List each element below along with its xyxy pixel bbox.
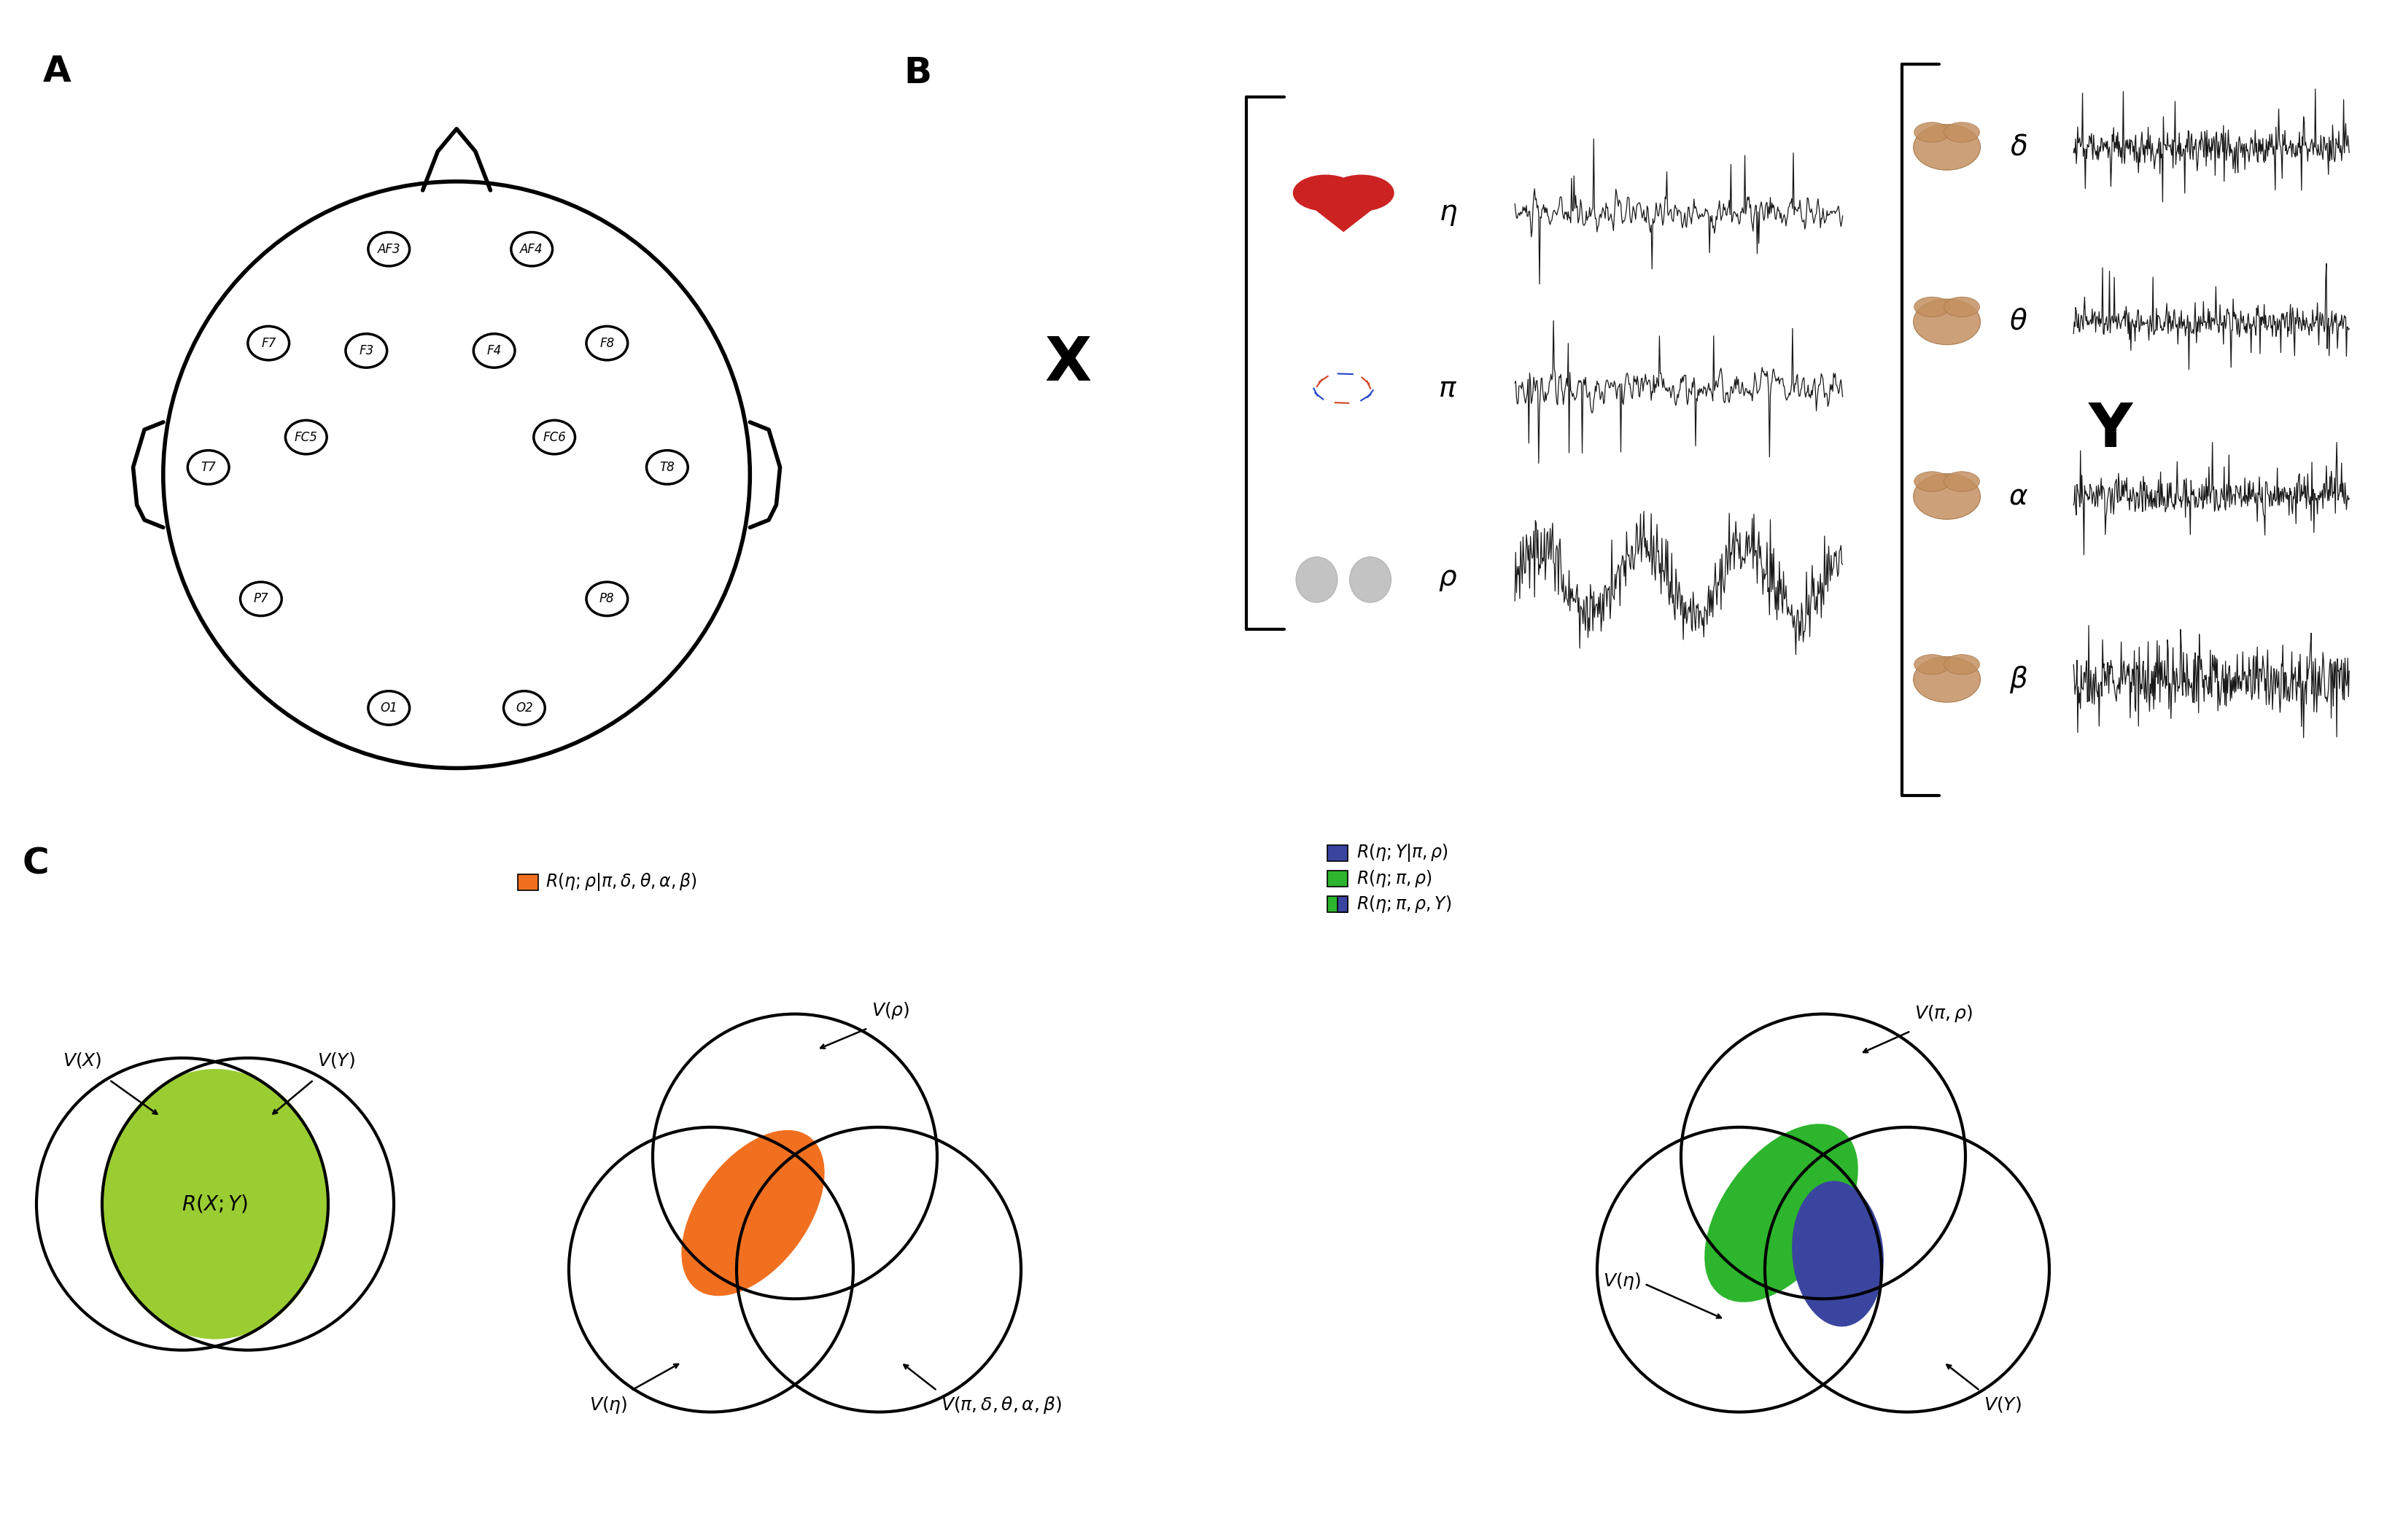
Text: C: C [22,845,48,881]
Text: $V(\eta)$: $V(\eta)$ [589,1395,627,1415]
Text: O1: O1 [380,701,396,715]
Text: $\rho$: $\rho$ [1439,567,1456,593]
Ellipse shape [586,326,627,360]
Text: $\beta$: $\beta$ [2009,664,2028,695]
Text: T7: T7 [202,460,216,474]
Text: $V(\pi,\rho)$: $V(\pi,\rho)$ [1915,1004,1973,1024]
Ellipse shape [1350,557,1391,602]
Text: FC5: FC5 [296,431,317,444]
Bar [517,875,538,890]
Bar [1326,896,1348,912]
Text: T8: T8 [661,460,675,474]
Bar [1338,896,1348,912]
Text: P8: P8 [598,593,615,605]
Ellipse shape [1913,656,1980,702]
Ellipse shape [240,582,281,616]
Ellipse shape [586,582,627,616]
Text: $R(\eta;Y|\pi,\rho)$: $R(\eta;Y|\pi,\rho)$ [1355,842,1449,864]
Bar [1326,845,1348,861]
Text: $\pi$: $\pi$ [1439,374,1456,402]
Text: F3: F3 [358,343,375,357]
Bar [1326,870,1348,887]
Text: AF4: AF4 [521,243,543,256]
Ellipse shape [533,420,574,454]
Ellipse shape [682,1130,824,1297]
Bar [1326,896,1338,912]
Ellipse shape [187,450,228,484]
Circle shape [1915,122,1949,142]
Text: $V(X)$: $V(X)$ [62,1050,101,1070]
Text: F8: F8 [601,337,615,350]
Text: $V(Y)$: $V(Y)$ [1982,1395,2021,1414]
Ellipse shape [1704,1124,1858,1303]
Text: $V(Y)$: $V(Y)$ [317,1050,356,1070]
Text: $\eta$: $\eta$ [1439,200,1456,228]
Circle shape [1915,471,1949,491]
Ellipse shape [646,450,687,484]
Ellipse shape [248,326,288,360]
Text: F4: F4 [488,343,502,357]
Text: $V(\rho)$: $V(\rho)$ [872,1001,911,1021]
Text: FC6: FC6 [543,431,567,444]
Ellipse shape [1793,1181,1884,1326]
Text: A: A [43,54,72,89]
Ellipse shape [512,233,553,266]
Text: $\alpha$: $\alpha$ [2009,484,2028,510]
Text: $R(\eta;\pi,\rho,Y)$: $R(\eta;\pi,\rho,Y)$ [1355,893,1451,915]
Ellipse shape [1295,557,1338,602]
Circle shape [1944,654,1980,675]
Text: B: B [904,55,932,91]
Ellipse shape [286,420,327,454]
Text: AF3: AF3 [377,243,401,256]
Circle shape [1915,297,1949,317]
Ellipse shape [368,233,409,266]
Circle shape [1915,654,1949,675]
Ellipse shape [103,1069,327,1340]
Text: P7: P7 [252,593,269,605]
Text: $R(\eta;\rho|\pi,\delta,\theta,\alpha,\beta)$: $R(\eta;\rho|\pi,\delta,\theta,\alpha,\b… [545,872,697,893]
Ellipse shape [368,691,409,725]
Text: X: X [1045,334,1091,393]
Ellipse shape [1913,299,1980,345]
Ellipse shape [473,334,514,368]
Text: $V(\pi,\delta,\theta,\alpha,\beta)$: $V(\pi,\delta,\theta,\alpha,\beta)$ [942,1395,1062,1415]
Text: $\theta$: $\theta$ [2009,308,2028,336]
Circle shape [1329,174,1394,211]
Text: $R(X;Y)$: $R(X;Y)$ [183,1194,248,1215]
Text: F7: F7 [262,337,276,350]
Circle shape [1293,174,1358,211]
Ellipse shape [1913,125,1980,169]
Circle shape [1944,471,1980,491]
Text: $\delta$: $\delta$ [2009,134,2028,160]
Circle shape [1944,122,1980,142]
Circle shape [1944,297,1980,317]
Ellipse shape [346,334,387,368]
Ellipse shape [505,691,545,725]
Text: $R(\eta;\pi,\rho)$: $R(\eta;\pi,\rho)$ [1355,869,1432,889]
Text: $V(\eta)$: $V(\eta)$ [1603,1270,1641,1291]
Polygon shape [1298,197,1389,233]
Text: Y: Y [2088,400,2134,459]
Ellipse shape [1913,474,1980,519]
Text: O2: O2 [517,701,533,715]
